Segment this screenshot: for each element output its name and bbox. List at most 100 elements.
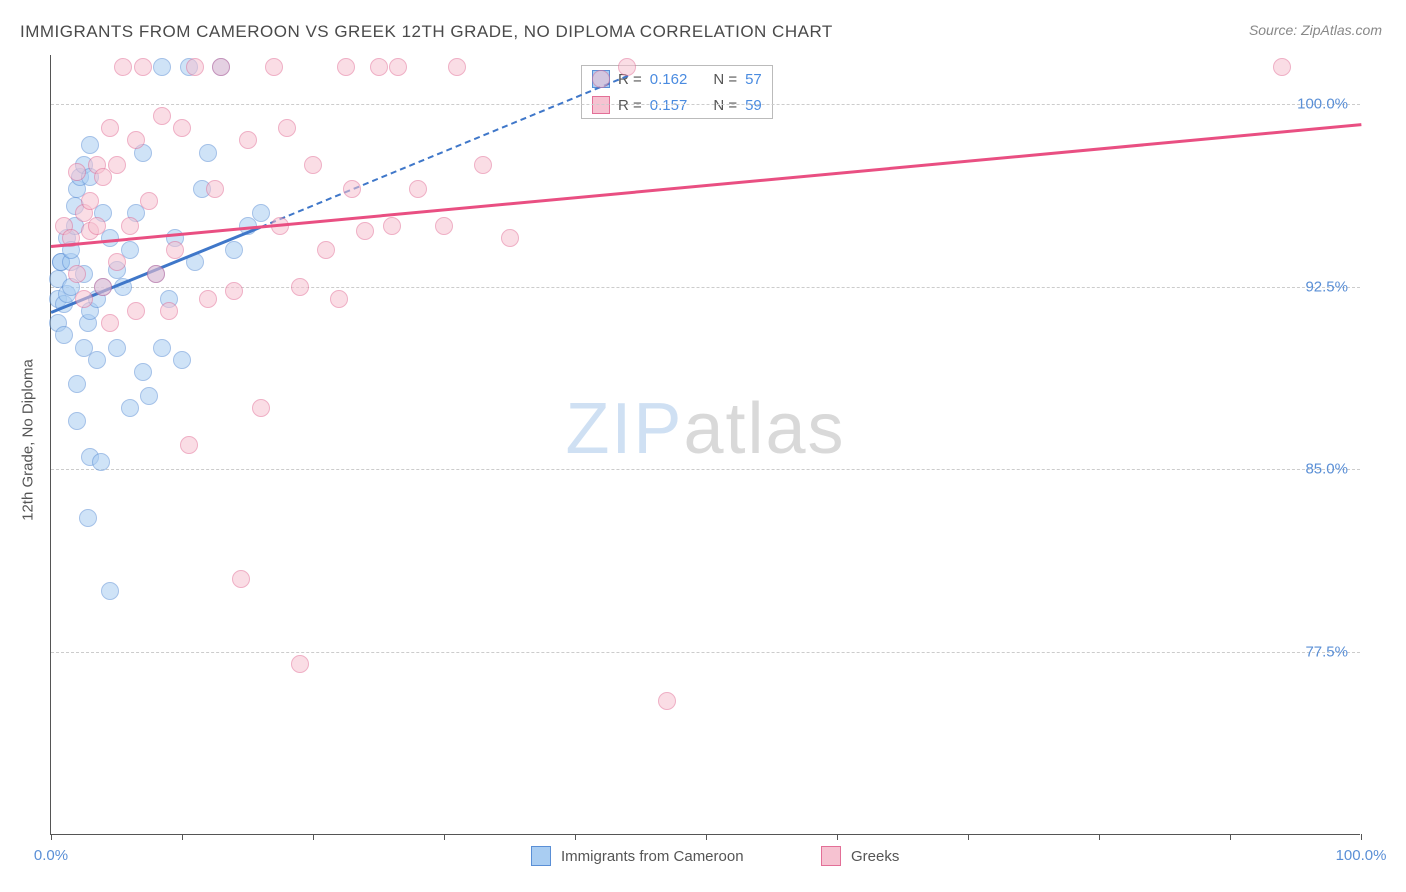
- scatter-point: [94, 278, 112, 296]
- scatter-point: [409, 180, 427, 198]
- scatter-point: [166, 241, 184, 259]
- x-tick: [706, 834, 707, 840]
- x-tick: [51, 834, 52, 840]
- scatter-point: [79, 509, 97, 527]
- grid-line: [51, 469, 1360, 470]
- scatter-point: [1273, 58, 1291, 76]
- scatter-point: [101, 582, 119, 600]
- stats-n-value: 59: [745, 97, 762, 114]
- scatter-point: [343, 180, 361, 198]
- scatter-point: [212, 58, 230, 76]
- scatter-point: [232, 570, 250, 588]
- plot-area: ZIPatlas R =0.162N =57R =0.157N =59 Immi…: [50, 55, 1360, 835]
- x-tick: [968, 834, 969, 840]
- scatter-point: [92, 453, 110, 471]
- scatter-point: [330, 290, 348, 308]
- scatter-point: [173, 119, 191, 137]
- trend-line-dashed: [260, 75, 628, 228]
- scatter-point: [291, 278, 309, 296]
- scatter-point: [88, 217, 106, 235]
- x-tick: [313, 834, 314, 840]
- stats-n-label: N =: [713, 97, 737, 114]
- legend-label-cameroon: Immigrants from Cameroon: [561, 848, 744, 865]
- scatter-point: [68, 375, 86, 393]
- scatter-point: [389, 58, 407, 76]
- scatter-point: [108, 339, 126, 357]
- stats-n-value: 57: [745, 71, 762, 88]
- scatter-point: [153, 339, 171, 357]
- scatter-point: [199, 290, 217, 308]
- scatter-point: [81, 136, 99, 154]
- scatter-point: [153, 58, 171, 76]
- stats-row: R =0.162N =57: [582, 66, 772, 92]
- stats-box: R = 0.162 N = 57 R = 0.157 N = 59: [581, 65, 773, 119]
- y-axis-label: 12th Grade, No Diploma: [20, 359, 37, 521]
- scatter-point: [278, 119, 296, 137]
- stats-r-label: R =: [618, 97, 642, 114]
- legend-swatch-greeks: [821, 846, 841, 866]
- legend-item-greeks: Greeks: [821, 846, 899, 866]
- scatter-point: [173, 351, 191, 369]
- stats-n-label: N =: [713, 71, 737, 88]
- scatter-point: [304, 156, 322, 174]
- scatter-point: [370, 58, 388, 76]
- scatter-point: [225, 282, 243, 300]
- stats-r-value: 0.157: [650, 97, 688, 114]
- y-tick-label: 100.0%: [1297, 95, 1348, 112]
- scatter-point: [134, 58, 152, 76]
- scatter-point: [658, 692, 676, 710]
- grid-line: [51, 287, 1360, 288]
- scatter-point: [206, 180, 224, 198]
- x-tick: [182, 834, 183, 840]
- scatter-point: [101, 314, 119, 332]
- scatter-point: [127, 302, 145, 320]
- scatter-point: [435, 217, 453, 235]
- scatter-point: [68, 163, 86, 181]
- scatter-point: [147, 265, 165, 283]
- y-tick-label: 85.0%: [1305, 461, 1348, 478]
- scatter-point: [337, 58, 355, 76]
- x-tick: [1361, 834, 1362, 840]
- scatter-point: [252, 204, 270, 222]
- scatter-point: [140, 387, 158, 405]
- x-tick: [837, 834, 838, 840]
- scatter-point: [121, 399, 139, 417]
- y-tick-label: 92.5%: [1305, 278, 1348, 295]
- scatter-point: [121, 217, 139, 235]
- scatter-point: [114, 58, 132, 76]
- x-tick-label: 100.0%: [1336, 847, 1387, 864]
- scatter-point: [618, 58, 636, 76]
- scatter-point: [108, 156, 126, 174]
- x-tick: [575, 834, 576, 840]
- scatter-point: [140, 192, 158, 210]
- scatter-point: [291, 655, 309, 673]
- watermark-zip: ZIP: [565, 389, 683, 469]
- scatter-point: [180, 436, 198, 454]
- watermark: ZIPatlas: [565, 388, 845, 470]
- scatter-point: [199, 144, 217, 162]
- scatter-point: [356, 222, 374, 240]
- grid-line: [51, 104, 1360, 105]
- scatter-point: [501, 229, 519, 247]
- legend-label-greeks: Greeks: [851, 848, 899, 865]
- scatter-point: [186, 58, 204, 76]
- x-tick: [1099, 834, 1100, 840]
- scatter-point: [160, 302, 178, 320]
- scatter-point: [225, 241, 243, 259]
- scatter-point: [81, 192, 99, 210]
- chart-title: IMMIGRANTS FROM CAMEROON VS GREEK 12TH G…: [20, 22, 833, 42]
- stats-swatch: [592, 96, 610, 114]
- x-tick: [1230, 834, 1231, 840]
- source-label: Source: ZipAtlas.com: [1249, 22, 1382, 38]
- legend-swatch-cameroon: [531, 846, 551, 866]
- scatter-point: [474, 156, 492, 174]
- watermark-atlas: atlas: [683, 389, 845, 469]
- scatter-point: [153, 107, 171, 125]
- scatter-point: [383, 217, 401, 235]
- y-tick-label: 77.5%: [1305, 644, 1348, 661]
- stats-row: R = 0.157 N = 59: [582, 92, 772, 118]
- scatter-point: [317, 241, 335, 259]
- scatter-point: [101, 119, 119, 137]
- stats-r-value: 0.162: [650, 71, 688, 88]
- scatter-point: [134, 363, 152, 381]
